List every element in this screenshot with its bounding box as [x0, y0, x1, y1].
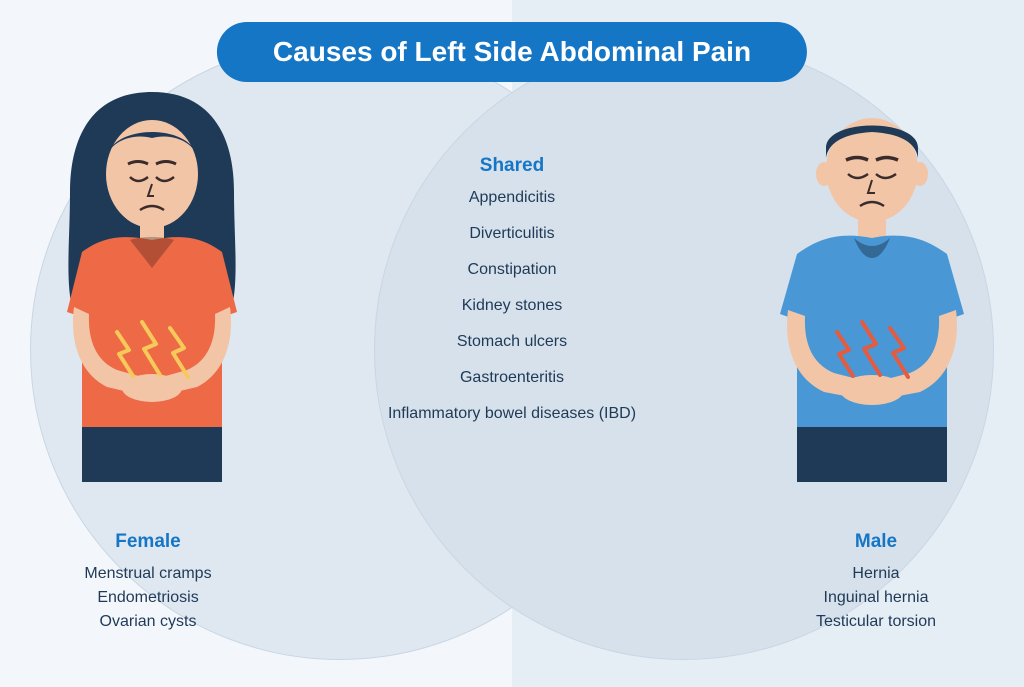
male-figure [742, 82, 1002, 482]
list-item: Gastroenteritis [382, 369, 642, 387]
female-section: Female Menstrual cramps Endometriosis Ov… [38, 531, 258, 637]
shared-heading: Shared [382, 155, 642, 177]
list-item: Kidney stones [382, 297, 642, 315]
page-title: Causes of Left Side Abdominal Pain [217, 22, 807, 82]
shared-section: Shared Appendicitis Diverticulitis Const… [382, 155, 642, 441]
female-heading: Female [38, 531, 258, 553]
list-item: Diverticulitis [382, 225, 642, 243]
list-item: Appendicitis [382, 189, 642, 207]
list-item: Testicular torsion [766, 613, 986, 631]
list-item: Ovarian cysts [38, 613, 258, 631]
list-item: Hernia [766, 565, 986, 583]
male-heading: Male [766, 531, 986, 553]
list-item: Constipation [382, 261, 642, 279]
list-item: Stomach ulcers [382, 333, 642, 351]
list-item: Endometriosis [38, 589, 258, 607]
list-item: Inflammatory bowel diseases (IBD) [382, 405, 642, 423]
list-item: Menstrual cramps [38, 565, 258, 583]
male-section: Male Hernia Inguinal hernia Testicular t… [766, 531, 986, 637]
female-figure [22, 82, 282, 482]
list-item: Inguinal hernia [766, 589, 986, 607]
